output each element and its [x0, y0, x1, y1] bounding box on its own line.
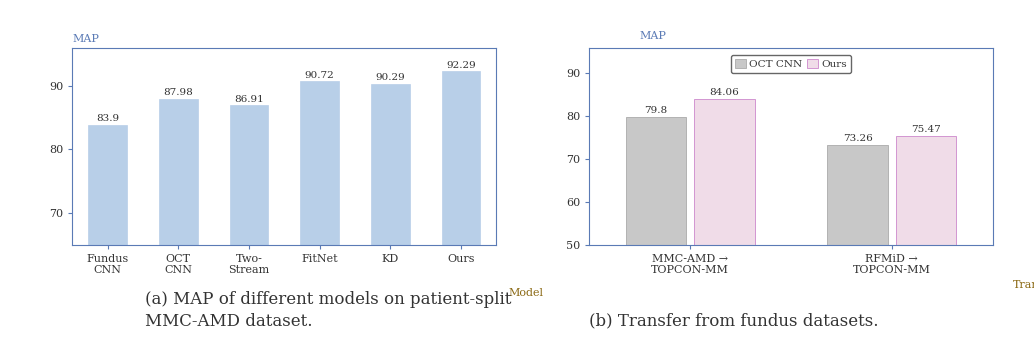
Text: MAP: MAP	[72, 34, 99, 45]
Bar	[371, 84, 409, 340]
Bar	[827, 145, 888, 340]
Bar	[895, 136, 956, 340]
Text: 83.9: 83.9	[96, 114, 119, 123]
Text: MAP: MAP	[640, 31, 667, 41]
Bar	[442, 71, 481, 340]
X-axis label: Model: Model	[509, 288, 544, 298]
Text: 79.8: 79.8	[644, 106, 668, 115]
Text: (a) MAP of different models on patient-split
MMC-AMD dataset.: (a) MAP of different models on patient-s…	[145, 291, 511, 330]
Text: 90.72: 90.72	[305, 71, 335, 80]
Bar	[300, 81, 339, 340]
Bar	[159, 99, 197, 340]
Bar	[230, 105, 269, 340]
Text: 87.98: 87.98	[163, 88, 193, 97]
Bar	[88, 124, 127, 340]
Text: 90.29: 90.29	[375, 73, 405, 82]
Text: (b) Transfer from fundus datasets.: (b) Transfer from fundus datasets.	[589, 313, 879, 330]
Text: 84.06: 84.06	[709, 88, 739, 97]
X-axis label: Transfer: Transfer	[1013, 280, 1034, 290]
Text: 75.47: 75.47	[911, 125, 941, 134]
Legend: OCT CNN, Ours: OCT CNN, Ours	[731, 55, 851, 73]
Bar	[694, 99, 755, 340]
Text: 86.91: 86.91	[234, 95, 264, 104]
Text: 73.26: 73.26	[843, 134, 873, 143]
Bar	[626, 117, 687, 340]
Text: 92.29: 92.29	[446, 61, 476, 70]
